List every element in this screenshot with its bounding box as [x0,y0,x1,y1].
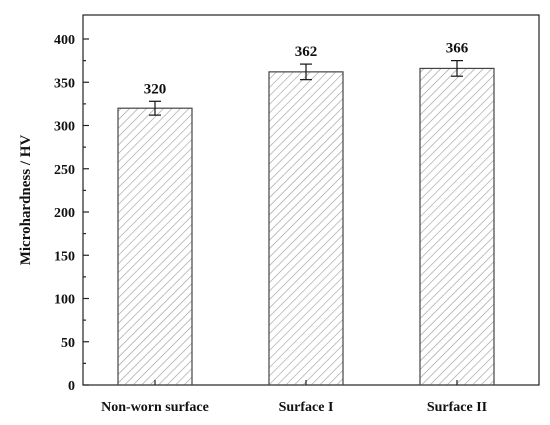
error-bar [149,100,161,116]
y-axis-ticks: 0 50 100 150 200 250 300 350 400 [54,33,89,394]
bar [268,71,344,386]
data-label: 362 [295,44,318,60]
error-bar [300,63,312,81]
data-label: 366 [446,41,469,57]
data-label: 320 [144,81,167,97]
y-tick-label: 400 [54,33,75,48]
bars-group: 320 362 366 [117,41,495,386]
error-bar [451,60,463,77]
x-tick-label: Surface I [279,400,334,415]
x-tick-label: Non-worn surface [101,400,209,415]
y-tick-label: 100 [54,293,75,308]
y-tick-label: 150 [54,249,75,264]
y-axis-label: Microhardness / HV [18,135,34,266]
y-tick-label: 200 [54,206,75,221]
y-tick-label: 50 [61,336,75,351]
bar [419,67,495,386]
y-tick-label: 250 [54,163,75,178]
y-tick-label: 300 [54,120,75,135]
x-tick-label: Surface II [427,400,487,415]
bar [117,107,193,386]
y-tick-label: 350 [54,76,75,91]
x-axis-tick-labels: Non-worn surface Surface I Surface II [101,380,487,415]
y-tick-label: 0 [68,379,75,394]
